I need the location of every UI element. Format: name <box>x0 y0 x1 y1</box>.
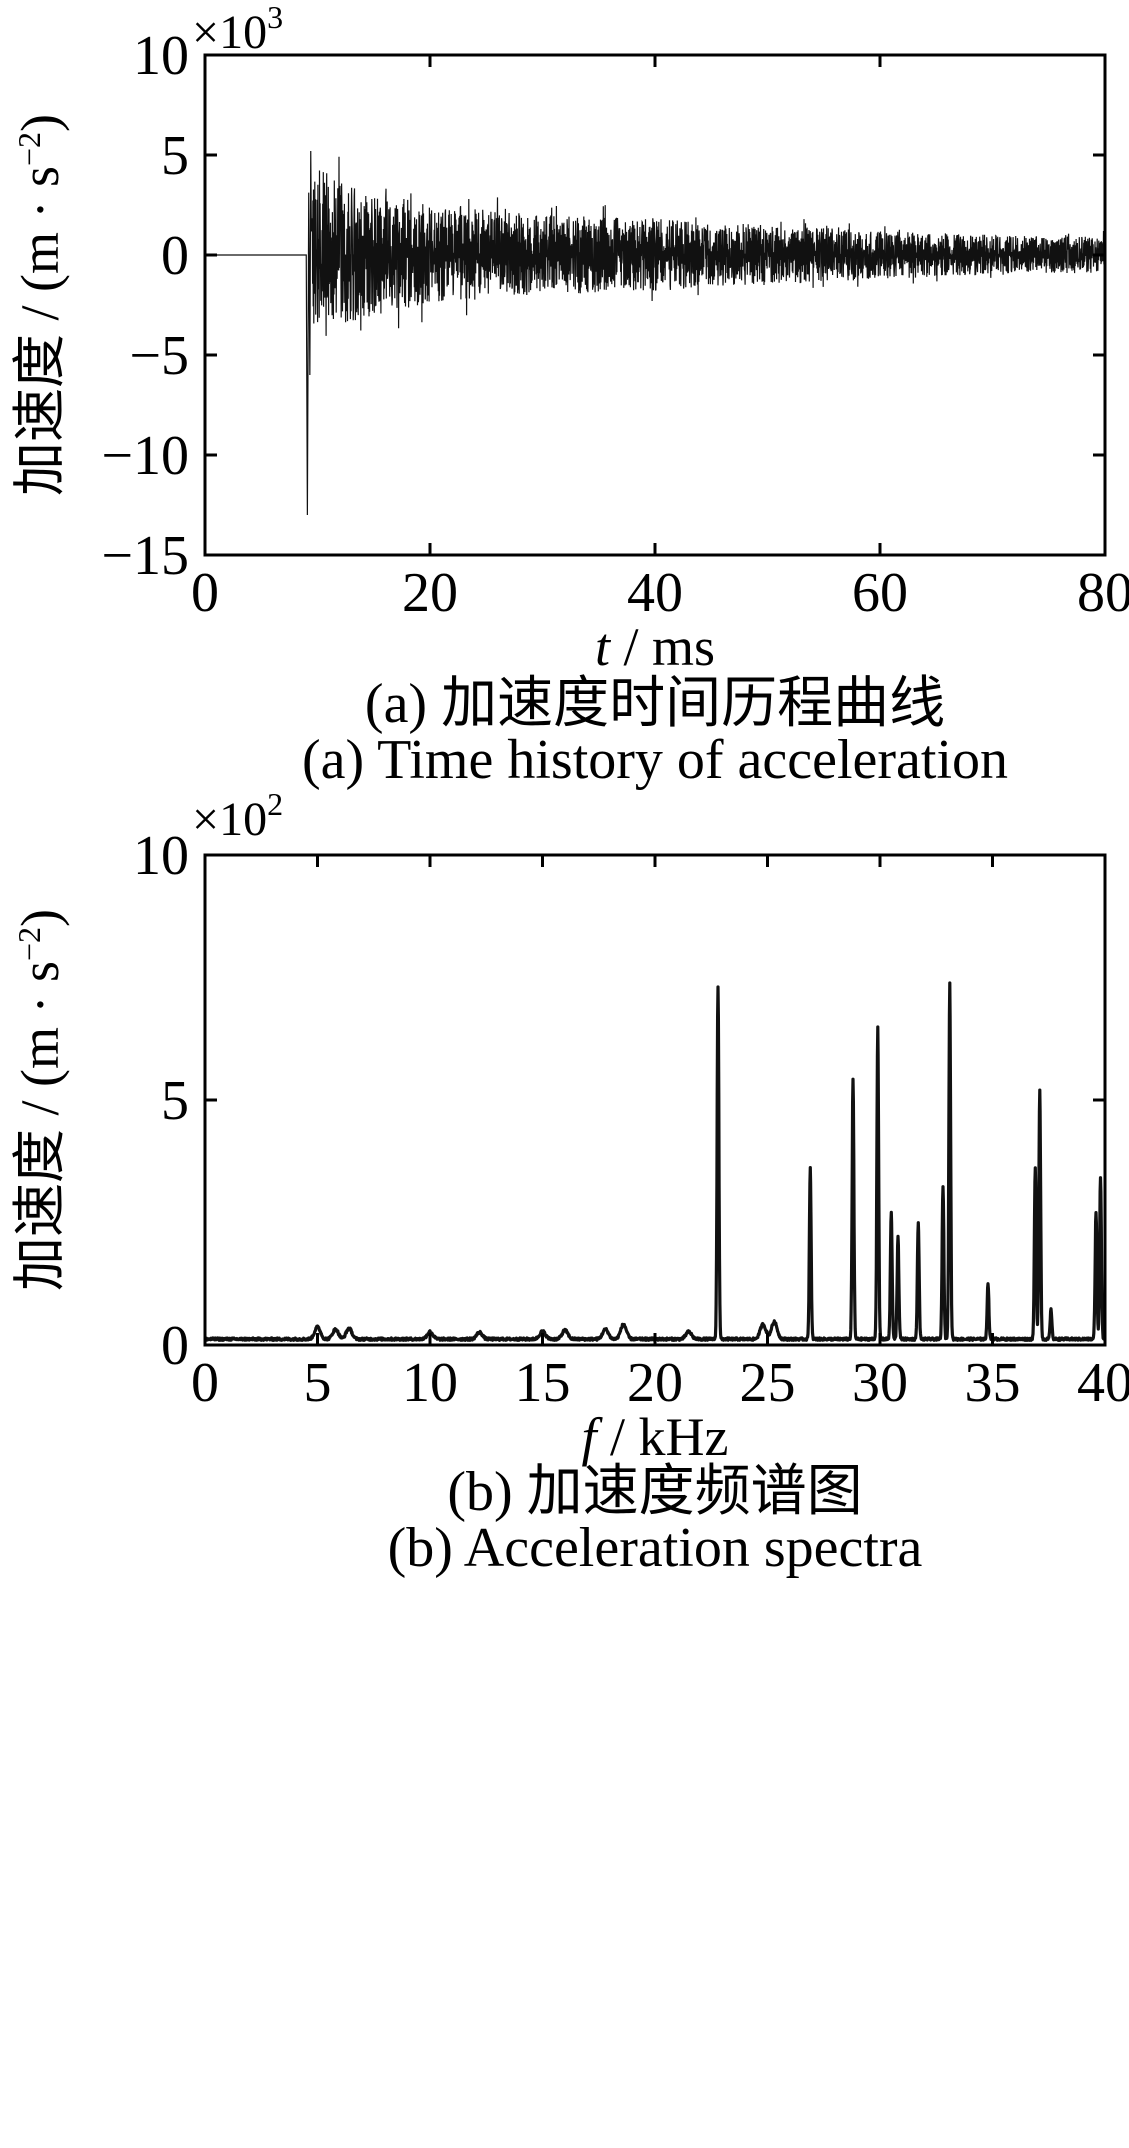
x-tick-label-a: 0 <box>191 562 219 624</box>
x-tick-label-b: 0 <box>191 1352 219 1414</box>
caption-cn-a: (a) 加速度时间历程曲线 <box>365 673 945 735</box>
x-tick-label-b: 10 <box>402 1352 458 1414</box>
y-tick-label-b: 5 <box>161 1070 189 1132</box>
x-tick-label-b: 25 <box>740 1352 796 1414</box>
y-tick-label-a: 5 <box>161 125 189 187</box>
caption-cn-b: (b) 加速度频谱图 <box>447 1461 862 1523</box>
caption-en-a: (a) Time history of acceleration <box>302 729 1008 791</box>
x-tick-label-b: 15 <box>515 1352 571 1414</box>
x-tick-label-b: 30 <box>852 1352 908 1414</box>
x-tick-label-b: 20 <box>627 1352 683 1414</box>
y-multiplier-a: ×103 <box>192 0 283 59</box>
y-tick-label-b: 0 <box>161 1315 189 1377</box>
x-tick-label-a: 60 <box>852 562 908 624</box>
axes-frame-b <box>203 853 1107 1347</box>
x-axis-title-b: f / kHz <box>582 1407 729 1467</box>
axes-frame-a <box>203 53 1107 557</box>
y-tick-label-a: −10 <box>101 425 189 487</box>
y-tick-label-a: −5 <box>129 325 189 387</box>
x-tick-label-b: 35 <box>965 1352 1021 1414</box>
x-tick-label-b: 5 <box>304 1352 332 1414</box>
plot-area-b <box>203 981 1107 1342</box>
x-tick-label-a: 80 <box>1077 562 1129 624</box>
y-tick-label-b: 10 <box>133 825 189 887</box>
x-tick-label-a: 20 <box>402 562 458 624</box>
axis-ticks-b: 0 5 10 15 20 25 30 35 40 10 5 0 <box>133 825 1129 1414</box>
plot-area-a <box>205 150 1106 516</box>
y-tick-label-a: 10 <box>133 25 189 87</box>
y-tick-label-a: 0 <box>161 225 189 287</box>
x-axis-title-a: t / ms <box>595 617 715 677</box>
y-multiplier-b: ×102 <box>192 786 283 846</box>
acceleration-time-series <box>205 150 1106 516</box>
y-axis-title-a: 加速度 / (m · s−2) <box>10 114 70 496</box>
y-axis-title-b: 加速度 / (m · s−2) <box>10 909 70 1291</box>
chart-panel-a: ×103 0 20 40 60 80 10 5 0 −5 −10 −15 加速度 / (m · s−… <box>10 0 1129 791</box>
caption-en-b: (b) Acceleration spectra <box>388 1517 923 1579</box>
acceleration-spectrum-line <box>203 981 1107 1342</box>
y-tick-label-a: −15 <box>101 525 189 587</box>
x-tick-label-a: 40 <box>627 562 683 624</box>
x-tick-label-b: 40 <box>1077 1352 1129 1414</box>
chart-panel-b: ×102 0 5 10 15 20 25 30 35 40 10 5 0 加速度 / (m · s−2… <box>10 786 1129 1579</box>
axis-ticks-a: 0 20 40 60 80 10 5 0 −5 −10 −15 <box>101 25 1129 624</box>
